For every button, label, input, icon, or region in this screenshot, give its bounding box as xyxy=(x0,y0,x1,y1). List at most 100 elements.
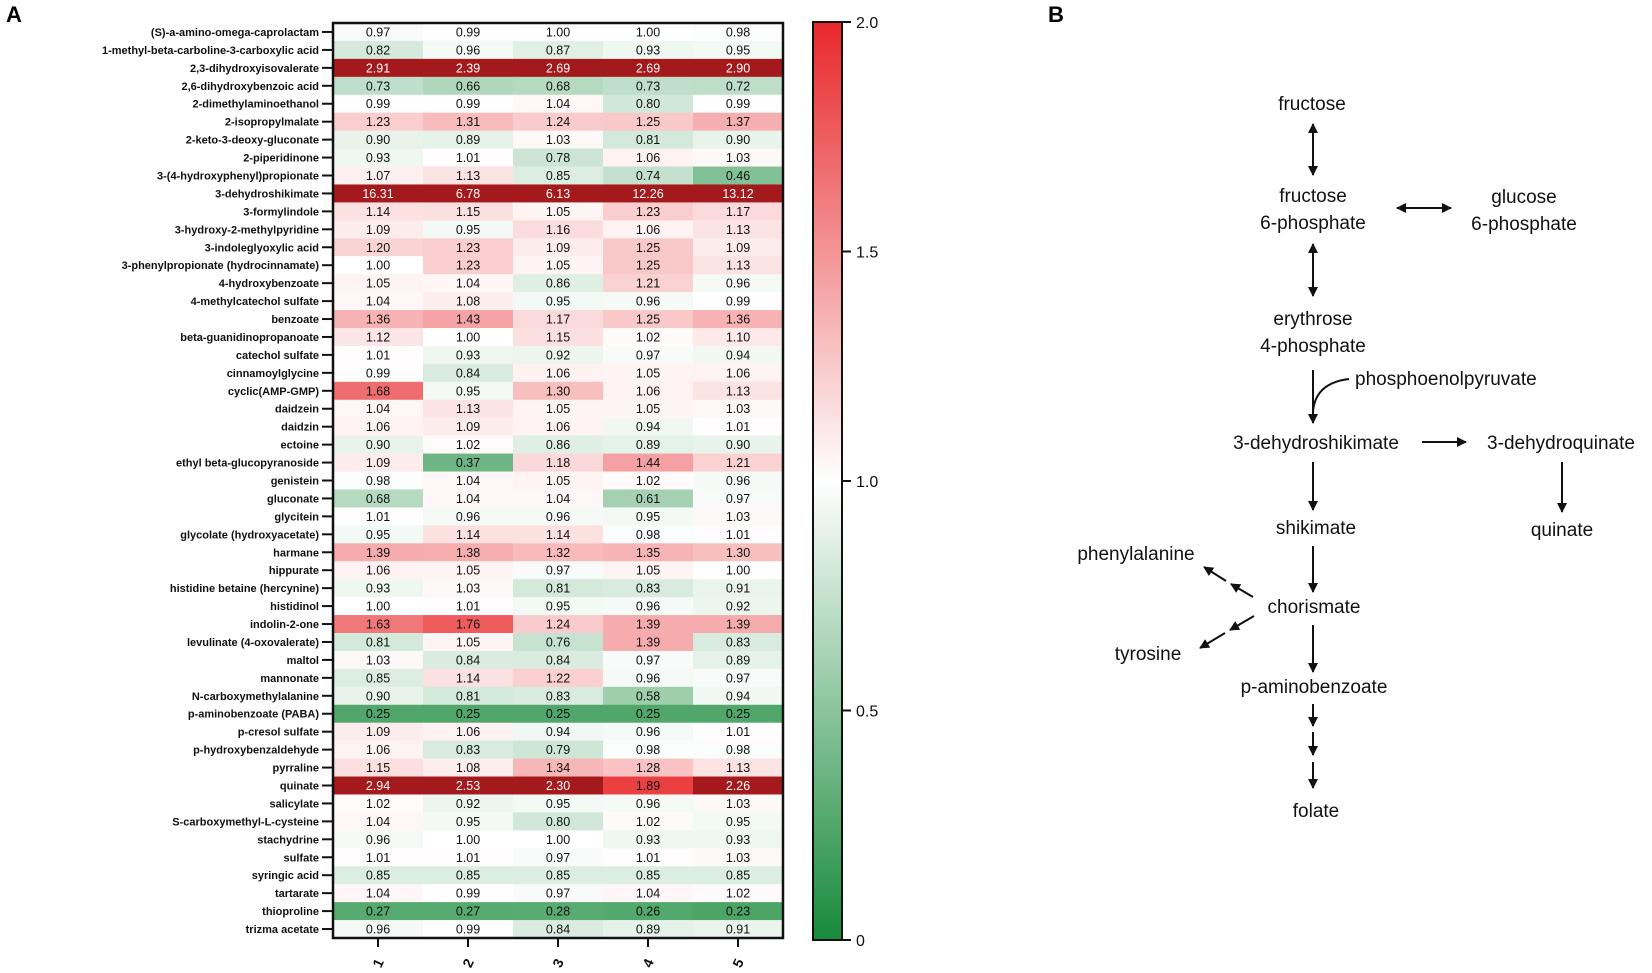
cell-value: 0.91 xyxy=(726,923,750,937)
heatmap-cell xyxy=(423,722,514,742)
cell-value: 1.24 xyxy=(546,115,570,129)
node-phenylalanine: phenylalanine xyxy=(1077,544,1194,565)
heatmap-cell xyxy=(333,615,424,634)
heatmap-cell xyxy=(603,543,694,562)
row-label: daidzein xyxy=(275,404,319,416)
row-label: 2,3-dihydroxyisovalerate xyxy=(190,63,319,75)
heatmap-cell xyxy=(513,525,604,544)
cell-value: 1.08 xyxy=(456,295,480,309)
heatmap-cell xyxy=(693,40,784,60)
cell-value: 1.05 xyxy=(456,564,480,578)
heatmap-cell xyxy=(693,381,784,401)
heatmap-cell xyxy=(423,112,514,132)
cell-value: 0.92 xyxy=(726,600,750,614)
heatmap-cell xyxy=(513,902,604,921)
cell-value: 0.95 xyxy=(546,295,570,309)
cell-value: 1.00 xyxy=(366,600,390,614)
heatmap-cell xyxy=(513,758,604,778)
heatmap-cell xyxy=(693,758,784,778)
heatmap-cell xyxy=(423,345,514,365)
heatmap-cell xyxy=(603,363,694,383)
node-tyrosine: tyrosine xyxy=(1115,644,1182,665)
heatmap-cell xyxy=(513,884,604,903)
heatmap-cell xyxy=(603,453,694,473)
heatmap-cell xyxy=(603,920,694,939)
heatmap-cell xyxy=(603,148,694,168)
cell-value: 0.84 xyxy=(456,366,480,380)
heatmap-cell xyxy=(423,507,514,526)
cell-value: 0.95 xyxy=(456,384,480,398)
cell-value: 1.34 xyxy=(546,761,570,775)
heatmap-cell xyxy=(423,435,514,455)
cell-value: 0.82 xyxy=(366,43,390,57)
cell-value: 0.89 xyxy=(456,133,480,147)
cell-value: 1.18 xyxy=(546,456,570,470)
cell-value: 1.15 xyxy=(366,761,390,775)
cell-value: 1.00 xyxy=(456,330,480,344)
heatmap-cell xyxy=(693,686,784,706)
heatmap-cell xyxy=(423,202,514,221)
cell-value: 1.12 xyxy=(366,330,390,344)
heatmap-cell xyxy=(423,740,514,760)
cell-value: 1.01 xyxy=(456,851,480,865)
cell-value: 0.84 xyxy=(546,923,570,937)
cell-value: 0.90 xyxy=(726,133,750,147)
cell-value: 1.23 xyxy=(636,205,660,219)
heatmap-cell xyxy=(333,292,424,311)
heatmap-cell xyxy=(693,597,784,616)
cell-value: 1.14 xyxy=(366,205,390,219)
heatmap-cell xyxy=(513,274,604,293)
cell-value: 0.98 xyxy=(726,743,750,757)
row-label: N-carboxymethylalanine xyxy=(192,691,319,703)
cell-value: 0.93 xyxy=(366,151,390,165)
cell-value: 1.09 xyxy=(366,223,390,237)
cell-value: 2.90 xyxy=(726,61,750,75)
cell-value: 0.98 xyxy=(726,25,750,39)
cell-value: 1.03 xyxy=(726,151,750,165)
heatmap-cell xyxy=(333,453,424,473)
heatmap-cell xyxy=(513,615,604,634)
cell-value: 0.25 xyxy=(636,707,660,721)
cell-value: 13.12 xyxy=(722,187,753,201)
cell-value: 1.08 xyxy=(456,761,480,775)
cell-value: 0.96 xyxy=(546,510,570,524)
cell-value: 2.94 xyxy=(366,779,390,793)
cell-value: 0.80 xyxy=(546,815,570,829)
heatmap-cell xyxy=(513,812,604,831)
heatmap-cell xyxy=(333,758,424,778)
heatmap-cell xyxy=(423,256,514,275)
heatmap-cell xyxy=(693,740,784,760)
color-scale-ticks: 2.0 1.5 1.0 0.5 0 xyxy=(842,15,878,950)
cell-value: 1.04 xyxy=(366,402,390,416)
cell-value: 1.03 xyxy=(726,510,750,524)
heatmap-cell xyxy=(693,794,784,813)
cell-value: 0.86 xyxy=(546,438,570,452)
cell-value: 1.38 xyxy=(456,546,480,560)
panel-letter-b: B xyxy=(1048,2,1064,27)
heatmap-cell xyxy=(333,507,424,526)
row-label: tartarate xyxy=(275,888,319,900)
heatmap-cell xyxy=(603,40,694,60)
row-label: 2-dimethylaminoethanol xyxy=(192,99,319,111)
cell-value: 0.95 xyxy=(726,43,750,57)
cell-value: 1.02 xyxy=(636,474,660,488)
color-scale: 2.0 1.5 1.0 0.5 0 xyxy=(812,15,878,950)
heatmap-cell xyxy=(423,166,514,185)
scale-tick-label: 0.5 xyxy=(856,704,878,721)
cell-value: 0.83 xyxy=(456,743,480,757)
cell-value: 1.01 xyxy=(726,420,750,434)
cell-value: 0.76 xyxy=(546,635,570,649)
node-3-dehydroshikimate: 3-dehydroshikimate xyxy=(1233,433,1399,454)
cell-value: 0.96 xyxy=(456,510,480,524)
cell-value: 1.07 xyxy=(366,169,390,183)
cell-value: 1.03 xyxy=(546,133,570,147)
cell-value: 0.90 xyxy=(366,689,390,703)
heatmap-cell xyxy=(333,310,424,329)
cell-value: 1.04 xyxy=(456,474,480,488)
cell-value: 1.21 xyxy=(636,277,660,291)
cell-value: 1.00 xyxy=(726,564,750,578)
cell-value: 0.25 xyxy=(546,707,570,721)
heatmap-cell xyxy=(603,740,694,760)
cell-value: 1.00 xyxy=(366,259,390,273)
heatmap-cell xyxy=(693,579,784,598)
